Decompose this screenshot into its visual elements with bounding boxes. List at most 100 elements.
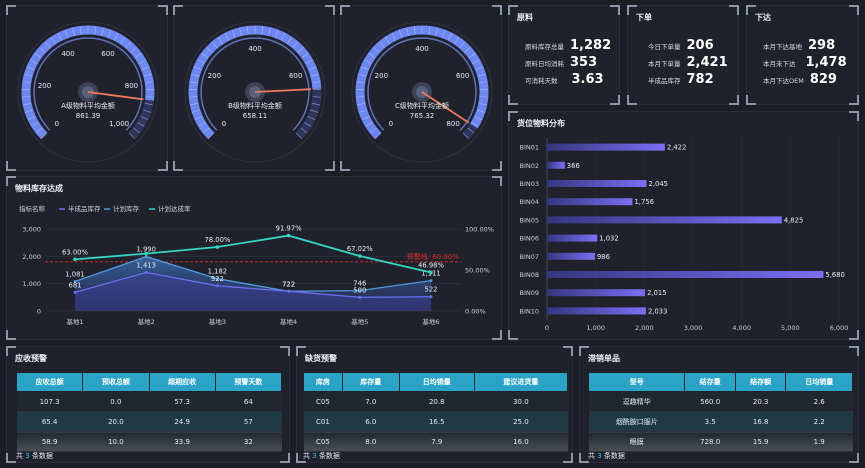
footer-text: 共 (588, 452, 595, 460)
stat-row: 可消耗天数 3.63 (525, 72, 619, 87)
table-header-row: 库房 库存量 日均销量 建议进货量 (303, 372, 569, 392)
column-header[interactable]: 库存量 (341, 372, 400, 392)
series-point (358, 289, 362, 293)
gauge-tick (39, 46, 46, 53)
gauge-tick (79, 26, 82, 35)
bar-value-label: 5,680 (825, 271, 844, 279)
column-header[interactable]: 日均销量 (785, 372, 853, 392)
gauge-tick (35, 127, 43, 134)
gauge-needle (87, 91, 144, 101)
gauge-tick (307, 115, 316, 120)
series-point (73, 279, 77, 283)
stat-label: 本月下达OEM (763, 76, 804, 85)
data-label: 91.97% (276, 225, 302, 233)
gauge-tick (310, 73, 319, 77)
shortage-table: 库房 库存量 日均销量 建议进货量 C05 7.0 20.8 30.0 C01 6.0 16.5 25… (303, 372, 569, 452)
gauge-tick (34, 52, 42, 59)
table-row[interactable]: 107.3 0.0 57.3 64 (16, 391, 282, 412)
column-header[interactable]: 预收总额 (82, 372, 150, 392)
table-footer: 共 3 条数据 (588, 451, 625, 461)
bar (547, 198, 633, 206)
table-cell: 20.0 (82, 411, 149, 432)
table-cell: 57.3 (149, 391, 216, 412)
x-tick-label: 基地1 (66, 317, 83, 326)
issue-panel: 下达 本月下达基地 298 本月未下达 1,478 本月下达OEM 829 (746, 5, 859, 105)
gauge-tick (51, 36, 57, 44)
gauge-tick (356, 81, 365, 84)
table-cell: 7.9 (399, 431, 475, 452)
series-point (215, 245, 220, 249)
y2-tick-label: 100.00% (465, 226, 494, 234)
data-label: 78.00% (204, 236, 230, 244)
gauge-tick (145, 96, 154, 98)
gauge-tick (128, 132, 135, 139)
data-label: 681 (69, 281, 82, 289)
column-header[interactable]: 预警天数 (214, 372, 283, 392)
gauge-inner-arc (367, 37, 477, 131)
table-row[interactable]: C05 7.0 20.8 30.0 (303, 391, 568, 412)
gauge-tick-label: 800 (125, 82, 138, 90)
data-label: 722 (282, 280, 295, 288)
footer-text: 条数据 (318, 452, 340, 460)
column-header[interactable]: 型号 (587, 372, 686, 392)
bar (547, 234, 598, 242)
bar-value-label: 4,825 (784, 216, 803, 224)
column-header[interactable]: 结存额 (734, 372, 787, 392)
x-tick-label: 0 (545, 324, 549, 332)
table-cell: 10.0 (82, 431, 149, 452)
table-row[interactable]: 眼膜 728.0 15.9 1.9 (588, 431, 853, 452)
gauge-tick (224, 33, 229, 41)
gauge-tick (130, 46, 137, 53)
series-point (358, 254, 362, 258)
gauge-tick (475, 66, 484, 71)
gauge-tick-label: 400 (415, 45, 428, 53)
legend-label: 计划库存 (113, 204, 140, 213)
column-header[interactable]: 超期应收 (148, 372, 216, 392)
gauge-tick (145, 81, 154, 84)
gauge-tick (479, 96, 488, 98)
gauge-label: C级物料平均金额 (395, 101, 449, 110)
column-header[interactable]: 建议进货量 (473, 372, 569, 392)
table-footer: 共 3 条数据 (303, 451, 340, 461)
gauge-label: A级物料平均金额 (61, 101, 115, 110)
table-row[interactable]: 58.9 10.0 33.9 32 (16, 431, 282, 452)
gauge-tick (239, 27, 242, 36)
table-row[interactable]: C01 6.0 16.5 25.0 (303, 411, 568, 432)
gauge-tick (22, 96, 31, 98)
table-row[interactable]: 逗趣精华 560.0 20.3 2.6 (588, 391, 853, 412)
column-header[interactable]: 日均销量 (398, 372, 475, 392)
gauge-tick (189, 96, 198, 98)
table-cell: 16.8 (735, 411, 786, 432)
gauge-tick (369, 127, 377, 134)
column-header[interactable]: 应收总额 (15, 372, 84, 392)
gauge-tick (194, 115, 203, 120)
column-header[interactable]: 结存量 (684, 372, 736, 392)
gauge-tick (31, 122, 39, 127)
legend-label: 计划达成率 (158, 204, 191, 213)
table-cell: 2.2 (785, 411, 853, 432)
bar-value-label: 1,756 (634, 198, 653, 206)
table-row[interactable]: 烟酰胺口服片 3.5 16.8 2.2 (588, 411, 853, 432)
gauge-value: 658.11 (243, 112, 268, 120)
table-row[interactable]: C05 8.0 7.9 16.0 (303, 431, 568, 452)
gauge-tick (211, 41, 218, 49)
stat-value: 206 (686, 38, 714, 53)
gauge-tick-label: 0 (389, 120, 393, 128)
bar-value-label: 986 (597, 253, 610, 261)
gauge-panel-b: 0 200 400 600 B级物料平均金额 658.11 (173, 5, 335, 171)
gauge-tick (137, 122, 145, 127)
table-row[interactable]: 65.4 20.0 24.9 57 (16, 411, 282, 432)
panel-title: 下单 (636, 13, 652, 22)
gauge-tick (101, 27, 104, 36)
gauge-tick (274, 29, 279, 38)
gauge-tick (468, 52, 476, 59)
column-header[interactable]: 库房 (303, 372, 343, 392)
bar-value-label: 2,033 (648, 307, 667, 315)
inventory-chart-panel: 物料库存达成 指标名称 半成品库存 计划库存 计划达成率 0 1,000 2,000 3,00… (6, 176, 502, 340)
table-cell: C05 (303, 431, 343, 452)
gauge-tick (477, 73, 486, 77)
footer-text: 共 (16, 452, 23, 460)
gauge-tick (261, 26, 264, 35)
series-line (74, 234, 432, 274)
gauge-b: 0 200 400 600 B级物料平均金额 658.11 (184, 21, 326, 163)
